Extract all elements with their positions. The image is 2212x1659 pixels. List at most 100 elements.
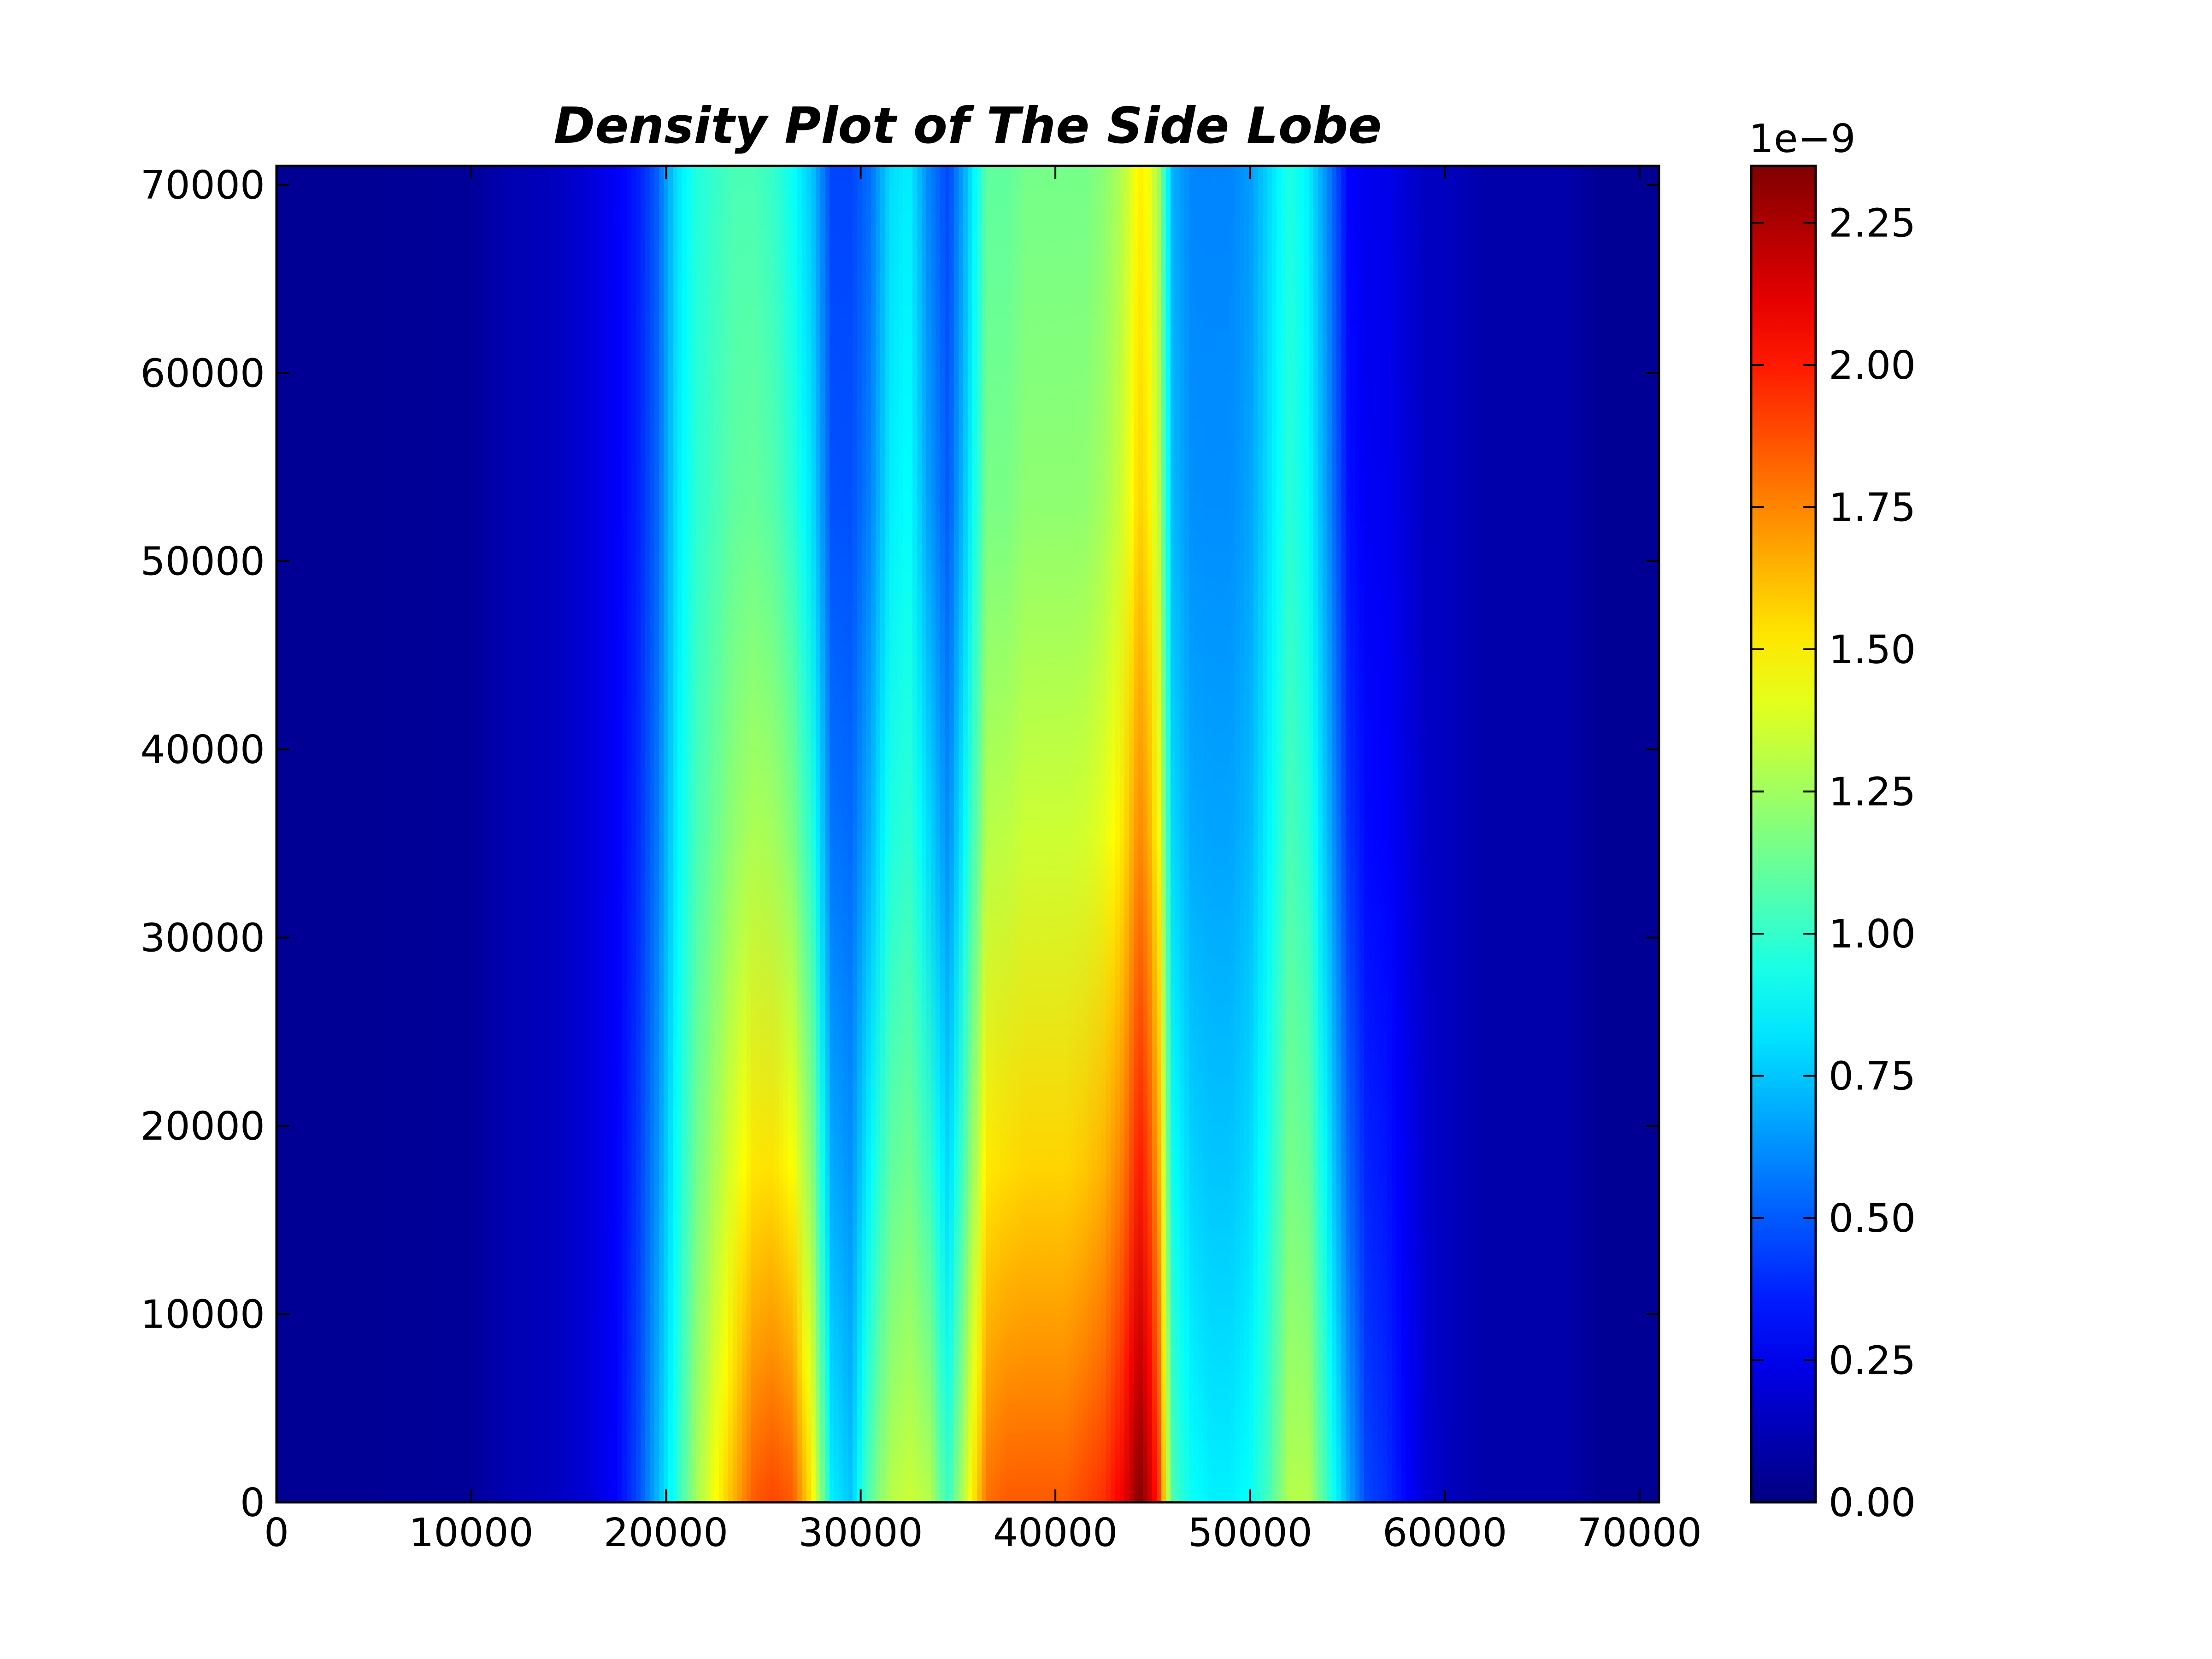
heatmap-column bbox=[535, 166, 540, 1502]
heatmap-column bbox=[290, 166, 295, 1502]
heatmap-column bbox=[1346, 166, 1351, 1502]
heatmap-column bbox=[498, 166, 503, 1502]
heatmap-column bbox=[525, 166, 530, 1502]
x-tick-label: 60000 bbox=[1382, 1510, 1507, 1556]
heatmap-column bbox=[313, 166, 318, 1502]
heatmap-column bbox=[862, 166, 867, 1502]
heatmap-column bbox=[295, 166, 300, 1502]
heatmap-column bbox=[1092, 166, 1097, 1502]
heatmap-column bbox=[502, 166, 507, 1502]
heatmap-column bbox=[1014, 166, 1019, 1502]
heatmap-column bbox=[986, 166, 991, 1502]
heatmap-column bbox=[516, 166, 521, 1502]
heatmap-column bbox=[765, 166, 770, 1502]
heatmap-column bbox=[1636, 166, 1641, 1502]
y-tick-label: 30000 bbox=[141, 916, 265, 961]
heatmap-column bbox=[793, 166, 798, 1502]
heatmap-column bbox=[1134, 166, 1139, 1502]
heatmap-column bbox=[429, 166, 434, 1502]
heatmap-column bbox=[825, 166, 830, 1502]
heatmap-column bbox=[1641, 166, 1646, 1502]
heatmap-column bbox=[1442, 166, 1447, 1502]
colorbar-tick-label: 1.00 bbox=[1829, 912, 1916, 957]
heatmap-column bbox=[1230, 166, 1235, 1502]
heatmap-column bbox=[359, 166, 365, 1502]
heatmap-column bbox=[682, 166, 687, 1502]
heatmap-column bbox=[1277, 166, 1282, 1502]
heatmap-column bbox=[1055, 166, 1060, 1502]
heatmap-column bbox=[1429, 166, 1434, 1502]
heatmap-column bbox=[387, 166, 392, 1502]
heatmap-column bbox=[479, 166, 484, 1502]
heatmap-column bbox=[1650, 166, 1655, 1502]
heatmap-column bbox=[373, 166, 378, 1502]
heatmap-column bbox=[1456, 166, 1461, 1502]
heatmap-column bbox=[1037, 166, 1042, 1502]
heatmap-column bbox=[1166, 166, 1171, 1502]
heatmap-column bbox=[880, 166, 885, 1502]
heatmap-column bbox=[594, 166, 600, 1502]
heatmap-column bbox=[857, 166, 862, 1502]
heatmap-column bbox=[571, 166, 577, 1502]
heatmap-column bbox=[1516, 166, 1521, 1502]
heatmap-column bbox=[1562, 166, 1567, 1502]
colorbar-tick-label: 1.50 bbox=[1829, 627, 1916, 673]
heatmap-column bbox=[544, 166, 549, 1502]
heatmap-column bbox=[627, 166, 632, 1502]
heatmap-column bbox=[1065, 166, 1070, 1502]
heatmap-column bbox=[1332, 166, 1337, 1502]
heatmap-column bbox=[1286, 166, 1291, 1502]
heatmap-image bbox=[276, 166, 1659, 1502]
heatmap-column bbox=[931, 166, 936, 1502]
y-tick-label: 0 bbox=[240, 1480, 265, 1526]
heatmap-column bbox=[1590, 166, 1595, 1502]
heatmap-column bbox=[664, 166, 669, 1502]
heatmap-column bbox=[1171, 166, 1176, 1502]
y-tick-label: 10000 bbox=[141, 1292, 265, 1338]
heatmap-column bbox=[585, 166, 590, 1502]
heatmap-column bbox=[641, 166, 646, 1502]
colorbar-offset-label: 1e−9 bbox=[1749, 116, 1856, 162]
heatmap-column bbox=[456, 166, 461, 1502]
heatmap-column bbox=[567, 166, 572, 1502]
heatmap-column bbox=[521, 166, 526, 1502]
heatmap-column bbox=[1221, 166, 1226, 1502]
heatmap-column bbox=[871, 166, 876, 1502]
heatmap-column bbox=[908, 166, 913, 1502]
heatmap-column bbox=[488, 166, 494, 1502]
colorbar-tick-label: 0.75 bbox=[1829, 1053, 1916, 1099]
heatmap-column bbox=[1212, 166, 1217, 1502]
heatmap-column bbox=[1175, 166, 1180, 1502]
heatmap-column bbox=[438, 166, 443, 1502]
heatmap-column bbox=[1382, 166, 1388, 1502]
colorbar: 1e−9 0.00 0.25 0.50 0.75 1.00 1.25 1.50 1.75 2.0… bbox=[1749, 116, 1916, 1526]
heatmap-column bbox=[1189, 166, 1194, 1502]
heatmap-column bbox=[1032, 166, 1037, 1502]
heatmap-column bbox=[631, 166, 636, 1502]
heatmap-column bbox=[618, 166, 623, 1502]
heatmap-column bbox=[848, 166, 853, 1502]
colorbar-tick-label: 1.25 bbox=[1829, 769, 1916, 815]
heatmap-column bbox=[336, 166, 341, 1502]
heatmap-column bbox=[484, 166, 489, 1502]
heatmap-column bbox=[433, 166, 438, 1502]
heatmap-column bbox=[530, 166, 535, 1502]
heatmap-column bbox=[1548, 166, 1553, 1502]
heatmap-column bbox=[1581, 166, 1586, 1502]
heatmap-column bbox=[1194, 166, 1199, 1502]
heatmap-column bbox=[1618, 166, 1623, 1502]
heatmap-column bbox=[581, 166, 586, 1502]
y-tick-label: 50000 bbox=[141, 539, 265, 585]
heatmap-column bbox=[323, 166, 328, 1502]
x-tick-label: 40000 bbox=[993, 1510, 1118, 1556]
heatmap-column bbox=[1078, 166, 1083, 1502]
heatmap-column bbox=[705, 166, 710, 1502]
heatmap-column bbox=[747, 166, 752, 1502]
heatmap-column bbox=[327, 166, 332, 1502]
heatmap-column bbox=[1106, 166, 1111, 1502]
heatmap-column bbox=[1493, 166, 1498, 1502]
heatmap-column bbox=[613, 166, 618, 1502]
heatmap-column bbox=[281, 166, 286, 1502]
heatmap-column bbox=[968, 166, 973, 1502]
heatmap-column bbox=[350, 166, 355, 1502]
